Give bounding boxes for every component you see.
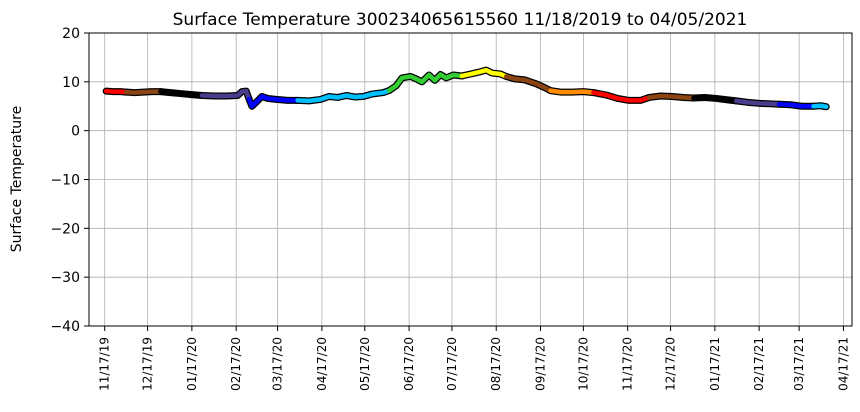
x-tick-label: 06/17/20 <box>402 337 416 391</box>
x-tick-label: 01/17/20 <box>185 337 199 391</box>
chart-title: Surface Temperature 300234065615560 11/1… <box>173 10 748 30</box>
series-line <box>158 89 205 98</box>
x-tick-label: 03/17/20 <box>271 337 285 391</box>
x-tick-label: 03/17/21 <box>792 337 806 391</box>
series-line <box>734 98 782 107</box>
x-tick-label: 08/17/20 <box>489 337 503 391</box>
x-tick-label: 10/17/20 <box>576 337 590 391</box>
series-line <box>776 102 816 109</box>
series-line <box>459 67 509 79</box>
y-tick-label: −40 <box>50 319 80 335</box>
x-tick-label: 12/17/20 <box>664 337 678 391</box>
series-line <box>103 88 129 95</box>
x-tick-label: 04/17/20 <box>315 337 329 391</box>
y-tick-label: 0 <box>71 124 80 140</box>
x-tick-label: 01/17/21 <box>708 337 722 391</box>
tick-layer: −40 −30 −20 −10 0 10 20 11/17/19 12/17/19 01/17/2… <box>50 26 850 391</box>
y-tick-label: −10 <box>50 173 80 189</box>
series-line <box>503 74 553 93</box>
x-tick-label: 11/17/19 <box>98 337 112 391</box>
y-axis-label: Surface Temperature <box>9 106 25 252</box>
series-line <box>811 103 829 109</box>
x-tick-label: 02/17/20 <box>229 337 243 391</box>
x-tick-label: 05/17/20 <box>358 337 372 391</box>
series-line <box>123 89 163 95</box>
y-tick-label: −30 <box>50 270 80 286</box>
x-tick-label: 02/17/21 <box>752 337 766 391</box>
series-layer <box>102 66 830 111</box>
series-line <box>246 94 300 109</box>
y-tick-label: 20 <box>62 26 80 42</box>
x-tick-label: 12/17/19 <box>141 337 155 391</box>
x-tick-label: 04/17/21 <box>836 337 850 391</box>
series-line <box>591 90 652 103</box>
series-line <box>548 88 596 95</box>
series-line <box>691 95 739 104</box>
y-tick-label: 10 <box>62 75 80 91</box>
x-tick-label: 11/17/20 <box>621 337 635 391</box>
x-tick-label: 07/17/20 <box>445 337 459 391</box>
series-line <box>646 93 696 101</box>
series-line <box>199 88 252 102</box>
grid-layer <box>89 32 852 327</box>
series-line <box>386 72 465 93</box>
y-tick-label: −20 <box>50 221 80 237</box>
x-tick-label: 09/17/20 <box>534 337 548 391</box>
series-line <box>295 88 392 104</box>
